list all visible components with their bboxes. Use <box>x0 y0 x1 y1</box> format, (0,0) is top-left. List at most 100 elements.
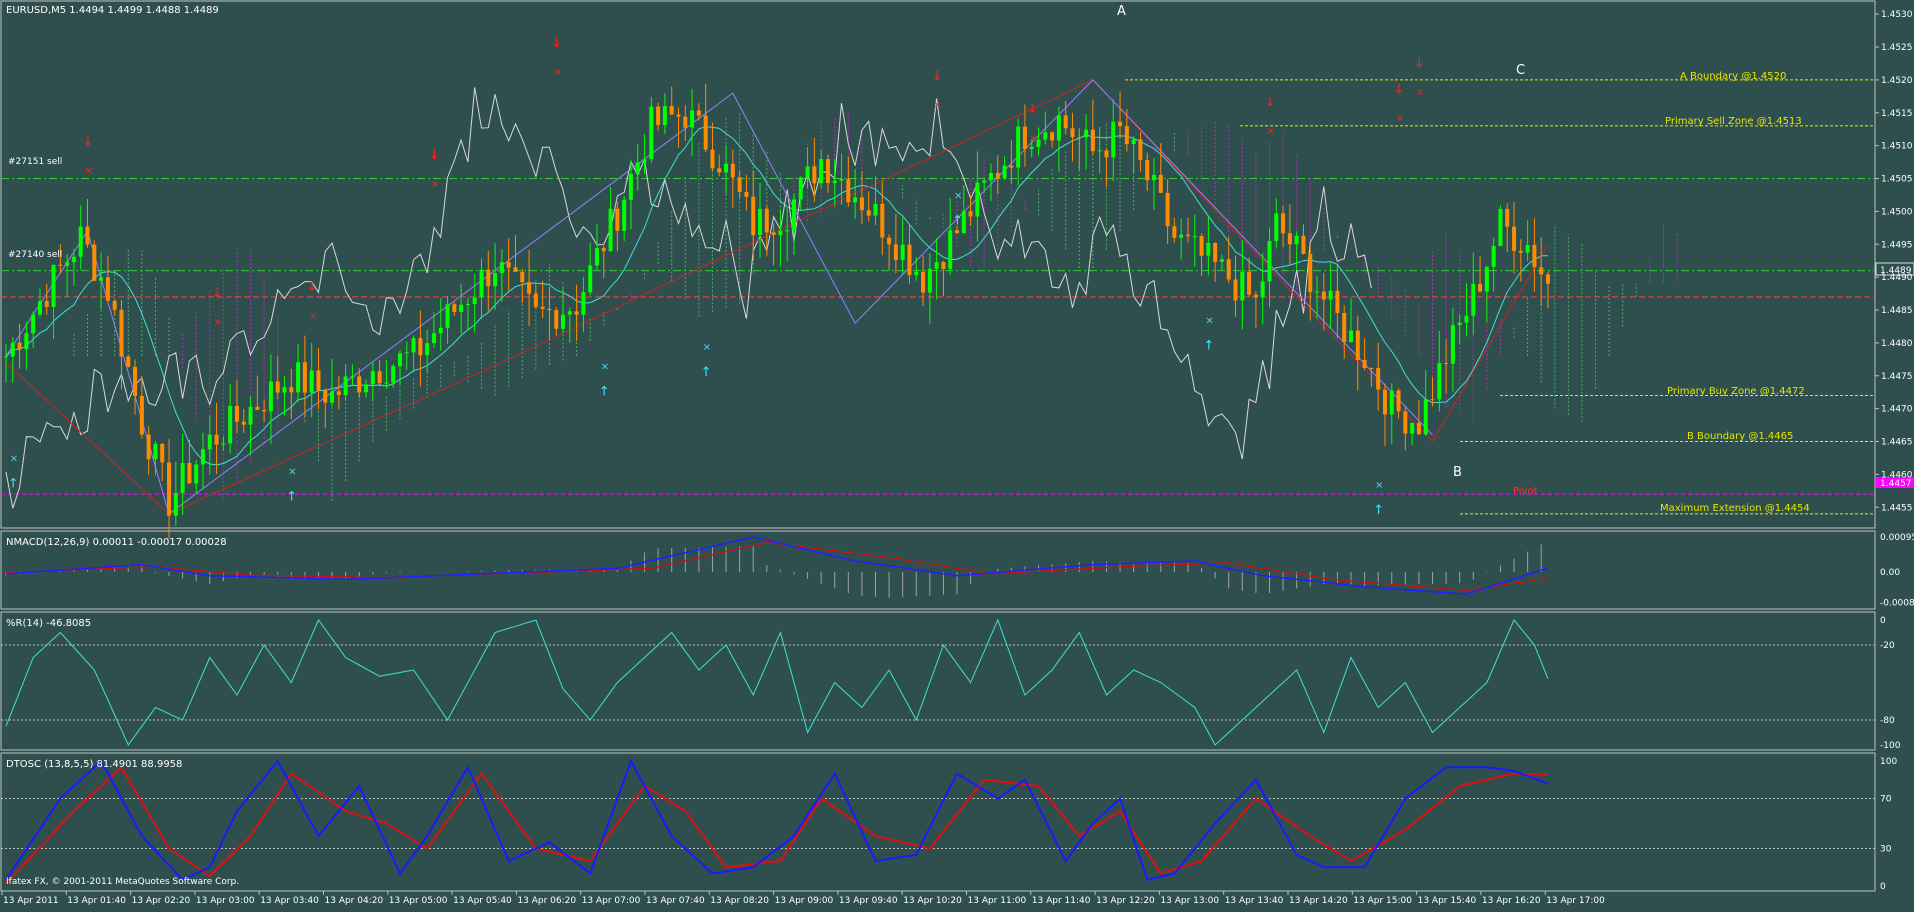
price-tick-label: 1.4455 <box>1881 503 1913 513</box>
candle-body <box>1070 128 1075 138</box>
candle-body <box>1478 283 1483 292</box>
lagging-span-line <box>5 87 1372 509</box>
candle-body <box>1097 150 1102 152</box>
candle-body <box>1267 240 1272 282</box>
candle-body <box>255 406 260 410</box>
candle-body <box>1396 390 1401 412</box>
candle-body <box>397 353 402 367</box>
candle-body <box>1403 411 1408 434</box>
candle-body <box>493 273 498 287</box>
candle-body <box>1525 244 1530 253</box>
candle-body <box>934 262 939 269</box>
candle-body <box>982 180 987 183</box>
candle-body <box>44 301 49 307</box>
time-tick-label: 13 Apr 07:40 <box>646 896 705 906</box>
sell-zone-label: Primary Sell Zone @1.4513 <box>1665 116 1802 127</box>
candle-body <box>391 366 396 383</box>
buy-zone-label: Primary Buy Zone @1.4472 <box>1667 386 1805 397</box>
candle-body <box>472 297 477 304</box>
candle-body <box>662 105 667 126</box>
candle-body <box>479 269 484 298</box>
candle-body <box>309 370 314 393</box>
time-tick-label: 13 Apr 07:00 <box>582 896 641 906</box>
macd-tick-label: 0.00095 <box>1880 533 1914 543</box>
time-tick-label: 13 Apr 09:40 <box>839 896 898 906</box>
candle-body <box>880 203 885 238</box>
candle-body <box>153 443 158 460</box>
candle-body <box>601 248 606 252</box>
candle-body <box>955 230 960 234</box>
trade-label-27140[interactable]: #27140 sell <box>8 250 62 260</box>
candle-body <box>302 362 307 393</box>
current-price-tag-box <box>1875 262 1914 276</box>
candle-body <box>323 390 328 403</box>
price-tick-label: 1.4500 <box>1881 207 1913 217</box>
dtosc-tick-label: 0 <box>1880 882 1886 892</box>
price-tick-label: 1.4520 <box>1881 76 1913 86</box>
sell-arrow-icon: ↓ <box>1264 95 1275 110</box>
candle-body <box>228 405 233 444</box>
trade-label-27151[interactable]: #27151 sell <box>8 157 62 167</box>
candle-body <box>92 244 97 281</box>
candle-body <box>282 387 287 393</box>
current-price-tag: 1.4489 <box>1880 266 1912 276</box>
time-tick-label: 13 Apr 10:20 <box>903 896 962 906</box>
candle-body <box>1484 266 1489 292</box>
axes: 1.4530 1.4525 1.4520 1.4515 1.4510 1.4505 1.45… <box>1 10 1914 906</box>
wpr-tick-label: -100 <box>1880 741 1901 751</box>
candle-body <box>656 106 661 126</box>
candle-body <box>846 178 851 203</box>
candle-body <box>1464 315 1469 323</box>
a-boundary-label: A Boundary @1.4520 <box>1680 71 1786 82</box>
candle-body <box>126 356 131 367</box>
candle-body <box>499 262 504 274</box>
candle-body <box>207 434 212 450</box>
time-tick-label: 13 Apr 15:00 <box>1353 896 1412 906</box>
candle-body <box>234 405 239 422</box>
candle-body <box>975 182 980 217</box>
candle-body <box>948 230 953 269</box>
candle-body <box>1308 253 1313 293</box>
candle-body <box>710 149 715 169</box>
wpr-tick-label: 0 <box>1880 616 1886 626</box>
candle-body <box>1450 325 1455 364</box>
sell-arrow-icon: ↓ <box>932 69 943 84</box>
buy-cross-icon: × <box>10 454 18 465</box>
sell-arrow-icon: ↓ <box>429 148 440 163</box>
candle-body <box>703 115 708 150</box>
candle-body <box>112 300 117 310</box>
candle-body <box>717 168 722 173</box>
candle-body <box>690 110 695 128</box>
price-tick-label: 1.4510 <box>1881 142 1913 152</box>
candle-body <box>241 421 246 425</box>
candle-body <box>105 277 110 301</box>
candle-body <box>859 197 864 211</box>
candle-body <box>1152 174 1157 181</box>
candle-body <box>1043 132 1048 140</box>
candle-body <box>37 301 42 315</box>
time-tick-label: 13 Apr 05:00 <box>389 896 448 906</box>
time-tick-label: 13 Apr 17:00 <box>1546 896 1605 906</box>
candle-body <box>459 304 464 312</box>
pivot-tag-box <box>1876 477 1914 488</box>
candle-body <box>65 262 70 266</box>
candle-body <box>1050 132 1055 141</box>
candle-body <box>737 177 742 192</box>
candle-body <box>78 226 83 257</box>
buy-cross-icon: × <box>288 467 296 478</box>
candle-body <box>350 376 355 378</box>
candle-body <box>608 208 613 252</box>
wpr-line <box>5 618 1549 746</box>
sell-arrow-icon: ↓ <box>212 286 223 301</box>
candle-body <box>554 310 559 329</box>
candle-body <box>343 376 348 395</box>
candle-body <box>24 333 29 350</box>
copyright: Ifatex FX, © 2001-2011 MetaQuotes Softwa… <box>6 877 239 887</box>
buy-cross-icon: × <box>954 191 962 202</box>
price-tick-label: 1.4505 <box>1881 175 1913 185</box>
main-pane-frame <box>0 0 1876 529</box>
candle-body <box>1213 243 1218 262</box>
wave-label-b: B <box>1453 465 1462 480</box>
candle-body <box>588 265 593 293</box>
